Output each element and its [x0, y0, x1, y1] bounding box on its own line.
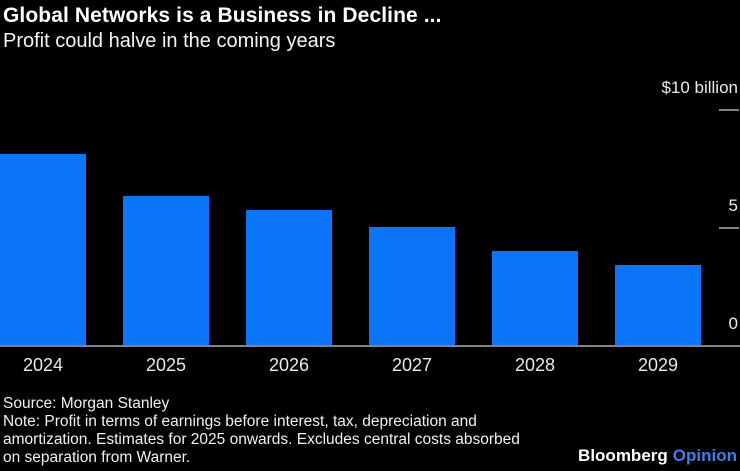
bloomberg-wordmark: Bloomberg: [578, 446, 668, 465]
note-line-1: Note: Profit in terms of earnings before…: [3, 413, 477, 430]
y-tick-line-5: [719, 227, 739, 229]
y-tick-line-10: [719, 109, 739, 111]
bar-2026: [246, 210, 332, 345]
bloomberg-opinion-logo: Bloomberg Opinion: [578, 446, 737, 466]
y-tick-label-10: $10 billion: [661, 78, 738, 97]
source-text: Source: Morgan Stanley: [3, 395, 170, 412]
chart-subtitle: Profit could halve in the coming years: [3, 30, 336, 52]
bar-2025: [123, 196, 209, 345]
bar-2028: [492, 250, 578, 345]
footnote-block: Source: Morgan Stanley Note: Profit in t…: [3, 395, 603, 467]
bar-2024: [0, 153, 86, 345]
y-tick-label-5: 5: [728, 196, 738, 215]
x-axis-line: [0, 345, 740, 347]
x-tick-label-2029: 2029: [637, 355, 679, 375]
bar-chart-plot-area: 2024 2025 2026 2027 2028 2029 $10 billion 5 0: [0, 70, 740, 382]
x-tick-label-2028: 2028: [514, 355, 556, 375]
note-line-2: amortization. Estimates for 2025 onwards…: [3, 431, 520, 448]
bar-2029: [615, 264, 701, 345]
x-tick-label-2026: 2026: [268, 355, 310, 375]
y-tick-label-0: 0: [728, 314, 738, 333]
chart-title: Global Networks is a Business in Decline…: [3, 4, 442, 27]
x-tick-label-2027: 2027: [391, 355, 433, 375]
bar-2027: [369, 227, 455, 345]
x-tick-label-2024: 2024: [22, 355, 64, 375]
note-line-3: on separation from Warner.: [3, 449, 191, 466]
opinion-wordmark: Opinion: [672, 446, 737, 465]
x-tick-label-2025: 2025: [145, 355, 187, 375]
